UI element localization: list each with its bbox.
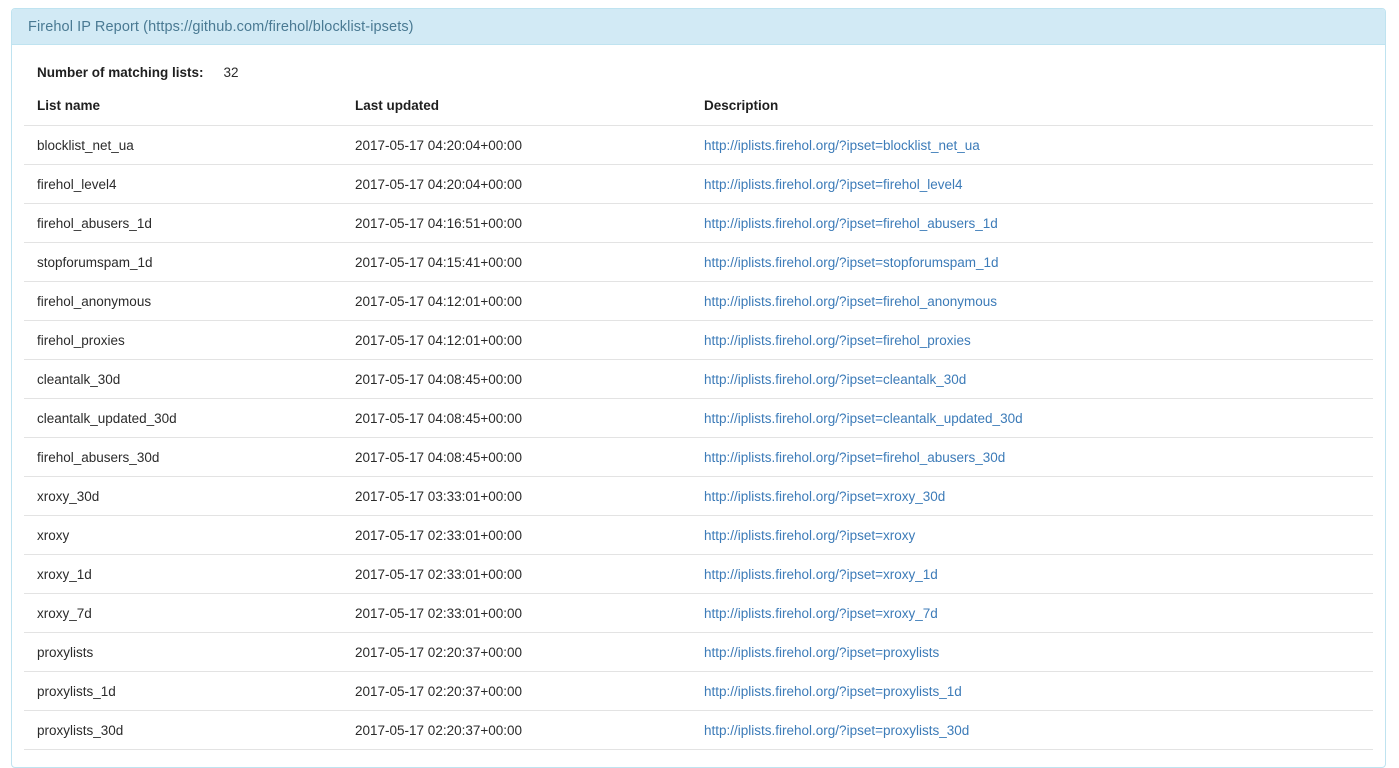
cell-last-updated: 2017-05-17 04:15:41+00:00 <box>342 242 691 282</box>
panel-body: Number of matching lists: 32 List name L… <box>12 45 1385 750</box>
ipset-link[interactable]: http://iplists.firehol.org/?ipset=proxyl… <box>704 683 962 699</box>
table-body: blocklist_net_ua 2017-05-17 04:20:04+00:0… <box>24 125 1373 750</box>
cell-last-updated: 2017-05-17 02:33:01+00:00 <box>342 515 691 555</box>
cell-list-name: proxylists_30d <box>24 710 342 750</box>
cell-list-name: blocklist_net_ua <box>24 125 342 165</box>
cell-description: http://iplists.firehol.org/?ipset=blockl… <box>691 125 1373 165</box>
cell-last-updated: 2017-05-17 02:20:37+00:00 <box>342 632 691 672</box>
cell-list-name: proxylists <box>24 632 342 672</box>
table-head: List name Last updated Description <box>24 94 1373 126</box>
cell-last-updated: 2017-05-17 03:33:01+00:00 <box>342 476 691 516</box>
cell-description: http://iplists.firehol.org/?ipset=fireho… <box>691 203 1373 243</box>
cell-description: http://iplists.firehol.org/?ipset=proxyl… <box>691 632 1373 672</box>
cell-list-name: stopforumspam_1d <box>24 242 342 282</box>
cell-last-updated: 2017-05-17 02:33:01+00:00 <box>342 593 691 633</box>
table-row: stopforumspam_1d 2017-05-17 04:15:41+00:0… <box>24 242 1373 282</box>
ipset-link[interactable]: http://iplists.firehol.org/?ipset=xroxy_… <box>704 566 938 582</box>
ipset-link[interactable]: http://iplists.firehol.org/?ipset=proxyl… <box>704 722 970 738</box>
ipset-link[interactable]: http://iplists.firehol.org/?ipset=xroxy_… <box>704 605 938 621</box>
cell-last-updated: 2017-05-17 04:12:01+00:00 <box>342 281 691 321</box>
ipset-link[interactable]: http://iplists.firehol.org/?ipset=xroxy_… <box>704 488 946 504</box>
cell-list-name: firehol_proxies <box>24 320 342 360</box>
table-row: firehol_anonymous 2017-05-17 04:12:01+00:… <box>24 281 1373 321</box>
table-row: firehol_level4 2017-05-17 04:20:04+00:00 h… <box>24 164 1373 204</box>
cell-list-name: proxylists_1d <box>24 671 342 711</box>
cell-description: http://iplists.firehol.org/?ipset=fireho… <box>691 281 1373 321</box>
ip-lists-table: List name Last updated Description block… <box>24 94 1373 750</box>
cell-description: http://iplists.firehol.org/?ipset=cleant… <box>691 359 1373 399</box>
matching-lists-count: 32 <box>223 65 239 80</box>
cell-list-name: xroxy_7d <box>24 593 342 633</box>
column-header-list-name: List name <box>24 94 342 126</box>
cell-last-updated: 2017-05-17 04:08:45+00:00 <box>342 398 691 438</box>
cell-description: http://iplists.firehol.org/?ipset=xroxy_… <box>691 554 1373 594</box>
cell-list-name: cleantalk_30d <box>24 359 342 399</box>
cell-description: http://iplists.firehol.org/?ipset=fireho… <box>691 320 1373 360</box>
ipset-link[interactable]: http://iplists.firehol.org/?ipset=fireho… <box>704 449 1006 465</box>
ipset-link[interactable]: http://iplists.firehol.org/?ipset=proxyl… <box>704 644 940 660</box>
cell-description: http://iplists.firehol.org/?ipset=xroxy_… <box>691 476 1373 516</box>
ipset-link[interactable]: http://iplists.firehol.org/?ipset=blockl… <box>704 137 980 153</box>
cell-list-name: firehol_abusers_1d <box>24 203 342 243</box>
cell-description: http://iplists.firehol.org/?ipset=xroxy <box>691 515 1373 555</box>
table-row: xroxy_1d 2017-05-17 02:33:01+00:00 http://… <box>24 554 1373 594</box>
panel-header: Firehol IP Report (https://github.com/fi… <box>12 9 1385 45</box>
cell-last-updated: 2017-05-17 04:20:04+00:00 <box>342 164 691 204</box>
table-row: firehol_proxies 2017-05-17 04:12:01+00:00… <box>24 320 1373 360</box>
table-row: firehol_abusers_1d 2017-05-17 04:16:51+00… <box>24 203 1373 243</box>
table-row: proxylists_1d 2017-05-17 02:20:37+00:00 ht… <box>24 671 1373 711</box>
cell-list-name: xroxy_1d <box>24 554 342 594</box>
table-row: xroxy_30d 2017-05-17 03:33:01+00:00 http:/… <box>24 476 1373 516</box>
cell-last-updated: 2017-05-17 04:20:04+00:00 <box>342 125 691 165</box>
table-header-row: List name Last updated Description <box>24 94 1373 126</box>
cell-list-name: firehol_abusers_30d <box>24 437 342 477</box>
table-row: xroxy_7d 2017-05-17 02:33:01+00:00 http://… <box>24 593 1373 633</box>
cell-last-updated: 2017-05-17 04:08:45+00:00 <box>342 437 691 477</box>
cell-description: http://iplists.firehol.org/?ipset=xroxy_… <box>691 593 1373 633</box>
cell-last-updated: 2017-05-17 04:12:01+00:00 <box>342 320 691 360</box>
cell-list-name: firehol_anonymous <box>24 281 342 321</box>
firehol-report-panel: Firehol IP Report (https://github.com/fi… <box>11 8 1386 768</box>
table-row: cleantalk_30d 2017-05-17 04:08:45+00:00 ht… <box>24 359 1373 399</box>
cell-last-updated: 2017-05-17 02:20:37+00:00 <box>342 671 691 711</box>
cell-description: http://iplists.firehol.org/?ipset=proxyl… <box>691 710 1373 750</box>
ipset-link[interactable]: http://iplists.firehol.org/?ipset=fireho… <box>704 176 963 192</box>
table-row: firehol_abusers_30d 2017-05-17 04:08:45+0… <box>24 437 1373 477</box>
ipset-link[interactable]: http://iplists.firehol.org/?ipset=fireho… <box>704 293 998 309</box>
column-header-last-updated: Last updated <box>342 94 691 126</box>
matching-lists-label: Number of matching lists: <box>37 65 204 80</box>
page-title: Firehol IP Report (https://github.com/fi… <box>28 18 414 35</box>
ipset-link[interactable]: http://iplists.firehol.org/?ipset=fireho… <box>704 332 971 348</box>
column-header-description: Description <box>691 94 1373 126</box>
cell-list-name: cleantalk_updated_30d <box>24 398 342 438</box>
cell-last-updated: 2017-05-17 02:20:37+00:00 <box>342 710 691 750</box>
ipset-link[interactable]: http://iplists.firehol.org/?ipset=stopfo… <box>704 254 999 270</box>
cell-description: http://iplists.firehol.org/?ipset=stopfo… <box>691 242 1373 282</box>
cell-list-name: xroxy_30d <box>24 476 342 516</box>
cell-last-updated: 2017-05-17 02:33:01+00:00 <box>342 554 691 594</box>
table-row: xroxy 2017-05-17 02:33:01+00:00 http://ipl… <box>24 515 1373 555</box>
cell-last-updated: 2017-05-17 04:08:45+00:00 <box>342 359 691 399</box>
table-row: proxylists 2017-05-17 02:20:37+00:00 http:… <box>24 632 1373 672</box>
ipset-link[interactable]: http://iplists.firehol.org/?ipset=xroxy <box>704 527 916 543</box>
cell-description: http://iplists.firehol.org/?ipset=fireho… <box>691 437 1373 477</box>
ipset-link[interactable]: http://iplists.firehol.org/?ipset=fireho… <box>704 215 998 231</box>
ipset-link[interactable]: http://iplists.firehol.org/?ipset=cleant… <box>704 410 1023 426</box>
table-row: blocklist_net_ua 2017-05-17 04:20:04+00:0… <box>24 125 1373 165</box>
table-row: proxylists_30d 2017-05-17 02:20:37+00:00 h… <box>24 710 1373 750</box>
cell-list-name: xroxy <box>24 515 342 555</box>
cell-last-updated: 2017-05-17 04:16:51+00:00 <box>342 203 691 243</box>
cell-list-name: firehol_level4 <box>24 164 342 204</box>
cell-description: http://iplists.firehol.org/?ipset=proxyl… <box>691 671 1373 711</box>
table-row: cleantalk_updated_30d 2017-05-17 04:08:45… <box>24 398 1373 438</box>
cell-description: http://iplists.firehol.org/?ipset=cleant… <box>691 398 1373 438</box>
ipset-link[interactable]: http://iplists.firehol.org/?ipset=cleant… <box>704 371 967 387</box>
cell-description: http://iplists.firehol.org/?ipset=fireho… <box>691 164 1373 204</box>
matching-lists-summary: Number of matching lists: 32 <box>24 45 1373 80</box>
